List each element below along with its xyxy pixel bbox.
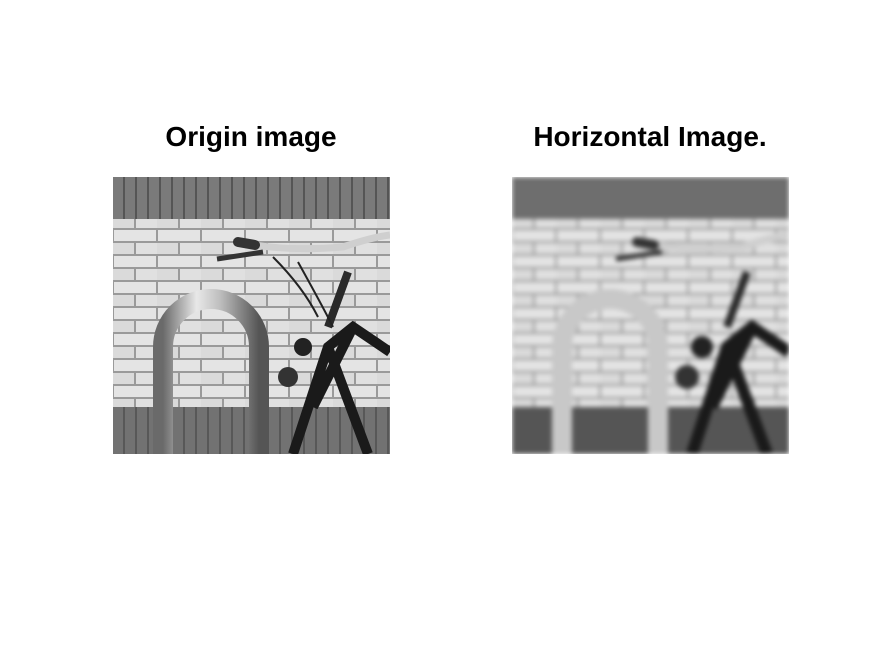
left-image-title: Origin image xyxy=(165,121,337,152)
original-photo xyxy=(113,177,390,454)
blurred-photo xyxy=(512,177,789,454)
right-image-title: Horizontal Image. xyxy=(533,121,767,152)
